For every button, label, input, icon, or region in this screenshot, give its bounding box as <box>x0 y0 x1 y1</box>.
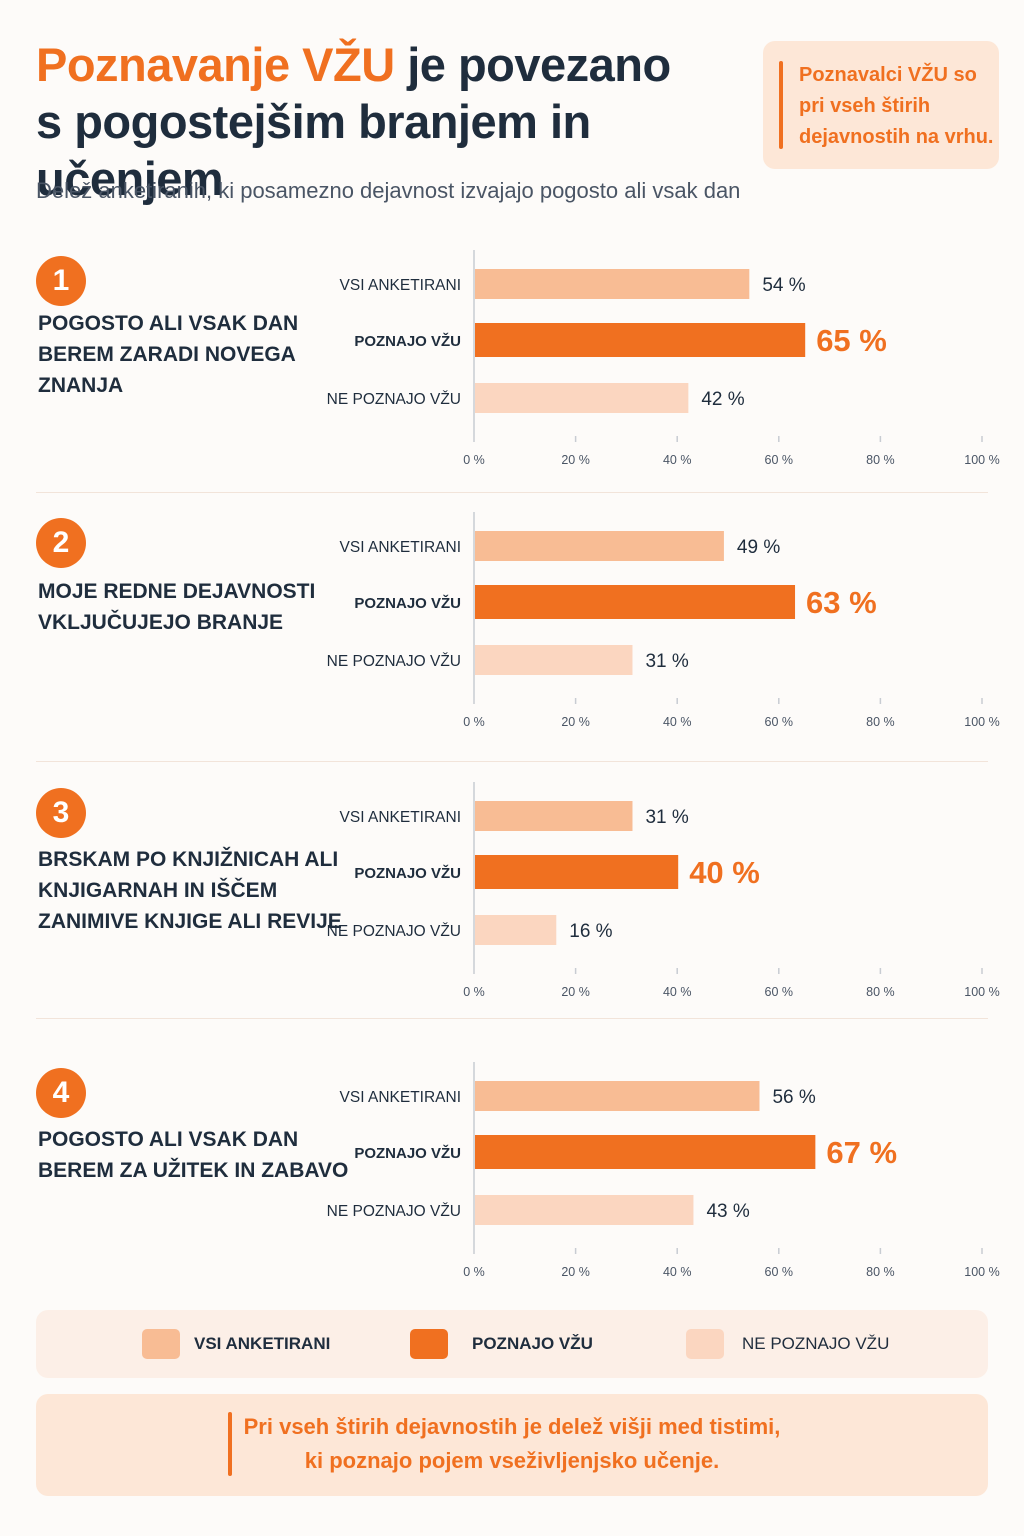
bar <box>475 383 689 413</box>
x-tick-label: 100 % <box>964 453 999 467</box>
legend-label-all: VSI ANKETIRANI <box>194 1334 331 1353</box>
x-tick-label: 0 % <box>463 715 485 729</box>
title-accent: Poznavanje VŽU <box>36 38 395 91</box>
x-tick-label: 20 % <box>561 715 590 729</box>
bar <box>475 1135 816 1169</box>
chart-legend: VSI ANKETIRANI POZNAJO VŽU NE POZNAJO VŽ… <box>36 1310 988 1378</box>
panel-question-label: MOJE REDNE DEJAVNOSTI VKLJUČUJEJO BRANJE <box>38 580 316 634</box>
x-tick-label: 20 % <box>561 453 590 467</box>
group-label: VSI ANKETIRANI <box>340 277 461 294</box>
legend-swatch-dont-know <box>686 1329 724 1359</box>
panel-number-badge: 3 <box>36 788 86 838</box>
data-label: 63 % <box>806 585 877 620</box>
x-tick-label: 80 % <box>866 453 895 467</box>
panel-separator <box>36 492 988 493</box>
x-tick-label: 40 % <box>663 985 692 999</box>
data-label: 65 % <box>816 323 887 358</box>
data-label: 31 % <box>645 651 688 672</box>
data-label: 54 % <box>762 275 805 296</box>
x-tick-label: 40 % <box>663 715 692 729</box>
title-line2: s pogostejšim branjem in učenjem <box>36 95 591 205</box>
bar-chart-1: 0 % 20 % 40 % 60 % 80 % 100 % VSI ANKETIRANI 54… <box>327 250 1000 467</box>
data-label: 31 % <box>645 807 688 828</box>
panel-question-label: POGOSTO ALI VSAK DAN BEREM ZA UŽITEK IN … <box>38 1128 349 1182</box>
footer-line-1: Pri vseh štirih dejavnostih je delež viš… <box>243 1414 781 1439</box>
callout-text: Poznavalci VŽU so pri vseh štirih dejavn… <box>799 64 994 148</box>
x-tick-label: 20 % <box>561 1265 590 1279</box>
bar <box>475 801 633 831</box>
group-label: POZNAJO VŽU <box>354 332 461 350</box>
group-label: VSI ANKETIRANI <box>340 1089 461 1106</box>
bar <box>475 269 750 299</box>
legend-swatch-know <box>410 1329 448 1359</box>
bar <box>475 1195 694 1225</box>
bar <box>475 915 557 945</box>
group-label: NE POZNAJO VŽU <box>327 923 461 940</box>
footer-accent-bar <box>228 1412 232 1476</box>
group-label: NE POZNAJO VŽU <box>327 391 461 408</box>
data-label: 67 % <box>826 1135 897 1170</box>
bar-chart-4: 0 % 20 % 40 % 60 % 80 % 100 % VSI ANKETIRANI 56… <box>327 1062 1000 1279</box>
panel-question-label: POGOSTO ALI VSAK DAN BEREM ZARADI NOVEGA… <box>38 312 299 397</box>
data-label: 40 % <box>689 855 760 890</box>
x-tick-label: 100 % <box>964 985 999 999</box>
group-label: VSI ANKETIRANI <box>340 539 461 556</box>
callout-box: Poznavalci VŽU so pri vseh štirih dejavn… <box>763 41 999 169</box>
x-tick-label: 80 % <box>866 715 895 729</box>
bar-chart-3: 0 % 20 % 40 % 60 % 80 % 100 % VSI ANKETIRANI 31… <box>327 782 1000 999</box>
x-tick-label: 60 % <box>765 715 794 729</box>
x-tick-label: 80 % <box>866 1265 895 1279</box>
data-label: 56 % <box>772 1087 815 1108</box>
group-label: POZNAJO VŽU <box>354 594 461 612</box>
footer-box: Pri vseh štirih dejavnostih je delež viš… <box>36 1394 988 1496</box>
x-tick-label: 40 % <box>663 1265 692 1279</box>
data-label: 16 % <box>569 921 612 942</box>
x-tick-label: 40 % <box>663 453 692 467</box>
x-tick-label: 60 % <box>765 1265 794 1279</box>
group-label: NE POZNAJO VŽU <box>327 1203 461 1220</box>
group-label: VSI ANKETIRANI <box>340 809 461 826</box>
bar <box>475 855 679 889</box>
data-label: 49 % <box>737 537 780 558</box>
page-subtitle: Delež anketiranih, ki posamezno dejavnos… <box>36 178 741 203</box>
x-tick-label: 80 % <box>866 985 895 999</box>
x-tick-label: 60 % <box>765 453 794 467</box>
x-tick-label: 60 % <box>765 985 794 999</box>
chart-panel-3: 3 BRSKAM PO KNJIŽNICAH ALI KNJIGARNAH IN … <box>0 782 1024 1028</box>
legend-label-dont-know: NE POZNAJO VŽU <box>742 1334 890 1353</box>
panel-number-badge: 4 <box>36 1068 86 1118</box>
bar <box>475 531 724 561</box>
bar <box>475 323 806 357</box>
page-title: Poznavanje VŽU je povezano s pogostejšim … <box>36 36 756 207</box>
callout-accent-bar <box>779 61 783 149</box>
title-rest: je povezano <box>394 38 671 91</box>
x-tick-label: 0 % <box>463 1265 485 1279</box>
data-label: 43 % <box>706 1201 749 1222</box>
x-tick-label: 20 % <box>561 985 590 999</box>
group-label: POZNAJO VŽU <box>354 1144 461 1162</box>
x-tick-label: 0 % <box>463 985 485 999</box>
footer-line-2: ki poznajo pojem vseživljenjsko učenje. <box>304 1448 720 1473</box>
bar-chart-2: 0 % 20 % 40 % 60 % 80 % 100 % VSI ANKETIRANI 49… <box>327 512 1000 729</box>
chart-panel-2: 2 MOJE REDNE DEJAVNOSTI VKLJUČUJEJO BRANJ… <box>0 512 1024 762</box>
legend-label-know: POZNAJO VŽU <box>472 1334 593 1353</box>
group-label: POZNAJO VŽU <box>354 864 461 882</box>
footer-text: Pri vseh štirih dejavnostih je delež viš… <box>36 1410 988 1478</box>
chart-panel-1: 1 POGOSTO ALI VSAK DAN BEREM ZARADI NOVEG… <box>0 250 1024 496</box>
bar <box>475 585 796 619</box>
x-tick-label: 100 % <box>964 1265 999 1279</box>
x-tick-label: 100 % <box>964 715 999 729</box>
panel-number-badge: 1 <box>36 256 86 306</box>
bar <box>475 1081 760 1111</box>
panel-number-badge: 2 <box>36 518 86 568</box>
panel-question-label: BRSKAM PO KNJIŽNICAH ALI KNJIGARNAH IN I… <box>38 848 342 933</box>
bar <box>475 645 633 675</box>
chart-panel-4: 4 POGOSTO ALI VSAK DAN BEREM ZA UŽITEK IN… <box>0 1062 1024 1308</box>
data-label: 42 % <box>701 389 744 410</box>
panel-separator <box>36 1018 988 1019</box>
x-tick-label: 0 % <box>463 453 485 467</box>
legend-swatch-all <box>142 1329 180 1359</box>
panel-separator <box>36 761 988 762</box>
group-label: NE POZNAJO VŽU <box>327 653 461 670</box>
